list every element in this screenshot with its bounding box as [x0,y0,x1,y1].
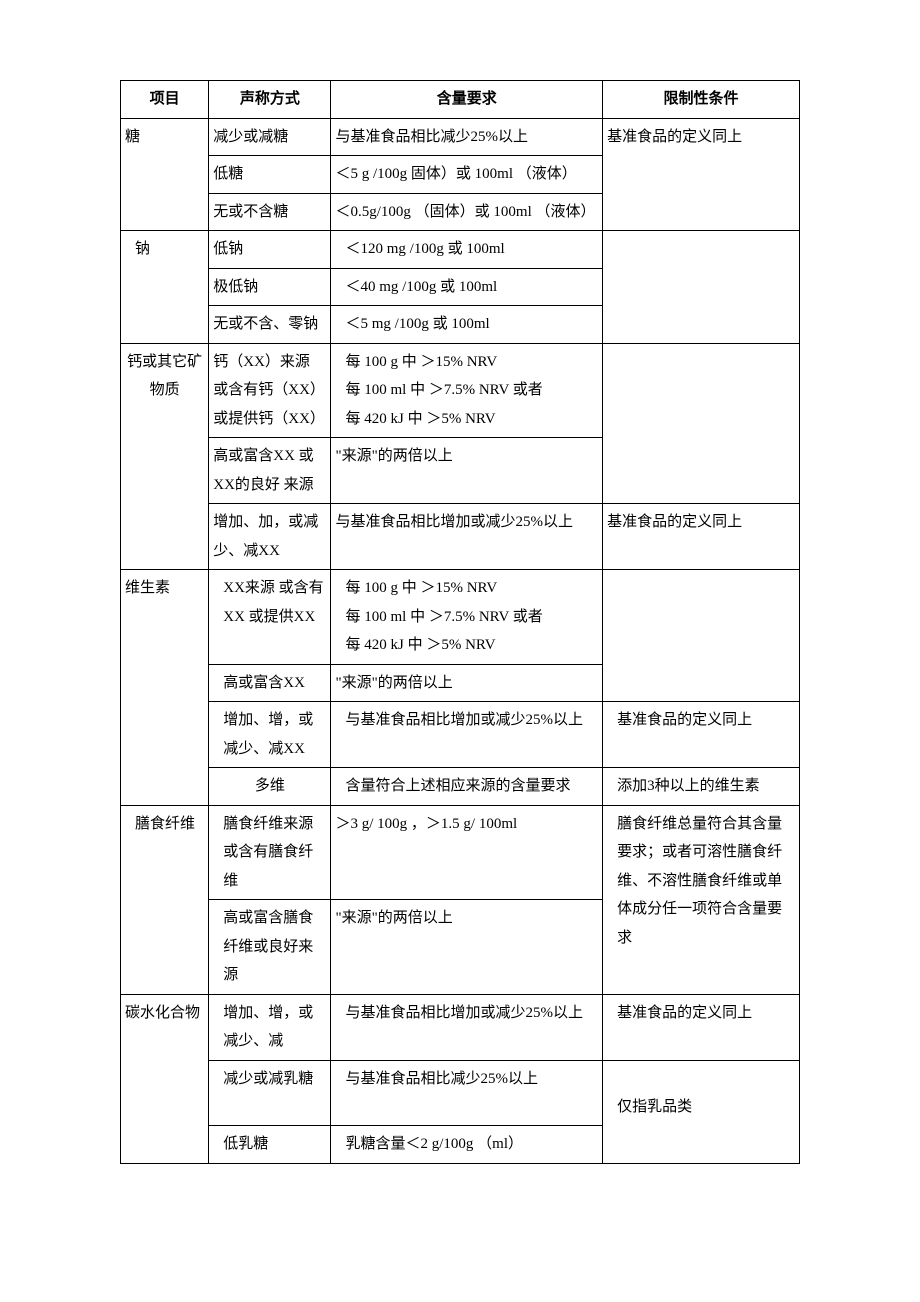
cell-content: 乳糖含量＜2 g/100g （ml） [331,1126,603,1164]
cell-claim: 钙（XX）来源 或含有钙（XX）或提供钙（XX） [209,343,331,438]
content-line: 每 100 ml 中 ＞7.5% NRV 或者 [345,603,598,632]
cell-content: ＞3 g/ 100g ，＞1.5 g/ 100ml [331,805,603,900]
header-item: 项目 [121,81,209,119]
cell-claim: 高或富含XX [209,664,331,702]
cell-content: 每 100 g 中 ＞15% NRV 每 100 ml 中 ＞7.5% NRV … [331,570,603,665]
cell-condition: 基准食品的定义同上 [603,504,800,570]
table-header-row: 项目 声称方式 含量要求 限制性条件 [121,81,800,119]
content-line: 每 100 g 中 ＞15% NRV [345,574,598,603]
cell-item-sugar: 糖 [121,118,209,231]
nutrition-claims-table: 项目 声称方式 含量要求 限制性条件 糖 减少或减糖 与基准食品相比减少25%以… [120,80,800,1164]
cell-condition: 仅指乳品类 [603,1060,800,1126]
cell-content: ＜120 mg /100g 或 100ml [331,231,603,269]
cell-condition [603,193,800,231]
cell-condition [603,570,800,665]
table-row: 极低钠 ＜40 mg /100g 或 100ml [121,268,800,306]
cell-content: ＜40 mg /100g 或 100ml [331,268,603,306]
cell-condition [603,438,800,504]
cell-item-carb: 碳水化合物 [121,994,209,1163]
cell-item-sodium: 钠 [121,231,209,344]
cell-content: "来源"的两倍以上 [331,664,603,702]
cell-content: 与基准食品相比增加或减少25%以上 [331,702,603,768]
cell-claim: 减少或减糖 [209,118,331,156]
cell-content: 含量符合上述相应来源的含量要求 [331,768,603,806]
cell-content: ＜0.5g/100g （固体）或 100ml （液体） [331,193,603,231]
cell-content: ＜5 mg /100g 或 100ml [331,306,603,344]
header-claim: 声称方式 [209,81,331,119]
table-row: 钙或其它矿物质 钙（XX）来源 或含有钙（XX）或提供钙（XX） 每 100 g… [121,343,800,438]
cell-condition [603,664,800,702]
cell-claim: 低乳糖 [209,1126,331,1164]
cell-content: ＜5 g /100g 固体）或 100ml （液体） [331,156,603,194]
table-row: 高或富含XX 或XX的良好 来源 "来源"的两倍以上 [121,438,800,504]
table-row: 维生素 XX来源 或含有XX 或提供XX 每 100 g 中 ＞15% NRV … [121,570,800,665]
content-line: 每 420 kJ 中 ＞5% NRV [345,631,598,660]
content-line: 每 420 kJ 中 ＞5% NRV [345,405,598,434]
cell-claim: 增加、加，或减少、减XX [209,504,331,570]
cell-claim: 多维 [209,768,331,806]
cell-claim: 减少或减乳糖 [209,1060,331,1126]
table-row: 低乳糖 乳糖含量＜2 g/100g （ml） [121,1126,800,1164]
cell-claim: 增加、增，或减少、减 [209,994,331,1060]
table-row: 钠 低钠 ＜120 mg /100g 或 100ml [121,231,800,269]
table-row: 多维 含量符合上述相应来源的含量要求 添加3种以上的维生素 [121,768,800,806]
table-row: 碳水化合物 增加、增，或减少、减 与基准食品相比增加或减少25%以上 基准食品的… [121,994,800,1060]
table-row: 增加、增，或减少、减XX 与基准食品相比增加或减少25%以上 基准食品的定义同上 [121,702,800,768]
cell-claim: 增加、增，或减少、减XX [209,702,331,768]
cell-content: "来源"的两倍以上 [331,438,603,504]
cell-condition [603,343,800,438]
cell-content: 每 100 g 中 ＞15% NRV 每 100 ml 中 ＞7.5% NRV … [331,343,603,438]
cell-item-calcium: 钙或其它矿物质 [121,343,209,570]
content-line: 每 100 ml 中 ＞7.5% NRV 或者 [345,376,598,405]
header-condition: 限制性条件 [603,81,800,119]
cell-claim: 低糖 [209,156,331,194]
cell-condition: 基准食品的定义同上 [603,118,800,156]
cell-claim: 高或富含膳食纤维或良好来源 [209,900,331,995]
cell-claim: 膳食纤维来源或含有膳食纤维 [209,805,331,900]
cell-condition [603,156,800,194]
cell-claim: 低钠 [209,231,331,269]
cell-claim: XX来源 或含有XX 或提供XX [209,570,331,665]
cell-condition [603,306,800,344]
cell-content: 与基准食品相比增加或减少25%以上 [331,994,603,1060]
cell-content: 与基准食品相比减少25%以上 [331,1060,603,1126]
cell-condition: 基准食品的定义同上 [603,994,800,1060]
table-row: 低糖 ＜5 g /100g 固体）或 100ml （液体） [121,156,800,194]
header-content: 含量要求 [331,81,603,119]
condition-text: 仅指乳品类 [617,1099,692,1115]
table-row: 无或不含糖 ＜0.5g/100g （固体）或 100ml （液体） [121,193,800,231]
cell-condition [603,268,800,306]
cell-claim: 无或不含、零钠 [209,306,331,344]
table-row: 减少或减乳糖 与基准食品相比减少25%以上 仅指乳品类 [121,1060,800,1126]
cell-content: 与基准食品相比减少25%以上 [331,118,603,156]
cell-item-fiber: 膳食纤维 [121,805,209,994]
content-line: 每 100 g 中 ＞15% NRV [345,348,598,377]
cell-content: "来源"的两倍以上 [331,900,603,995]
cell-condition: 基准食品的定义同上 [603,702,800,768]
document-page: 项目 声称方式 含量要求 限制性条件 糖 减少或减糖 与基准食品相比减少25%以… [0,0,920,1244]
table-row: 高或富含XX "来源"的两倍以上 [121,664,800,702]
table-row: 无或不含、零钠 ＜5 mg /100g 或 100ml [121,306,800,344]
table-row: 糖 减少或减糖 与基准食品相比减少25%以上 基准食品的定义同上 [121,118,800,156]
cell-claim: 无或不含糖 [209,193,331,231]
cell-condition: 添加3种以上的维生素 [603,768,800,806]
cell-claim: 极低钠 [209,268,331,306]
cell-condition [603,1126,800,1164]
table-row: 增加、加，或减少、减XX 与基准食品相比增加或减少25%以上 基准食品的定义同上 [121,504,800,570]
table-row: 膳食纤维 膳食纤维来源或含有膳食纤维 ＞3 g/ 100g ，＞1.5 g/ 1… [121,805,800,900]
cell-condition [603,231,800,269]
cell-condition: 膳食纤维总量符合其含量要求；或者可溶性膳食纤维、不溶性膳食纤维或单体成分任一项符… [603,805,800,994]
cell-item-vitamin: 维生素 [121,570,209,806]
cell-claim: 高或富含XX 或XX的良好 来源 [209,438,331,504]
cell-content: 与基准食品相比增加或减少25%以上 [331,504,603,570]
